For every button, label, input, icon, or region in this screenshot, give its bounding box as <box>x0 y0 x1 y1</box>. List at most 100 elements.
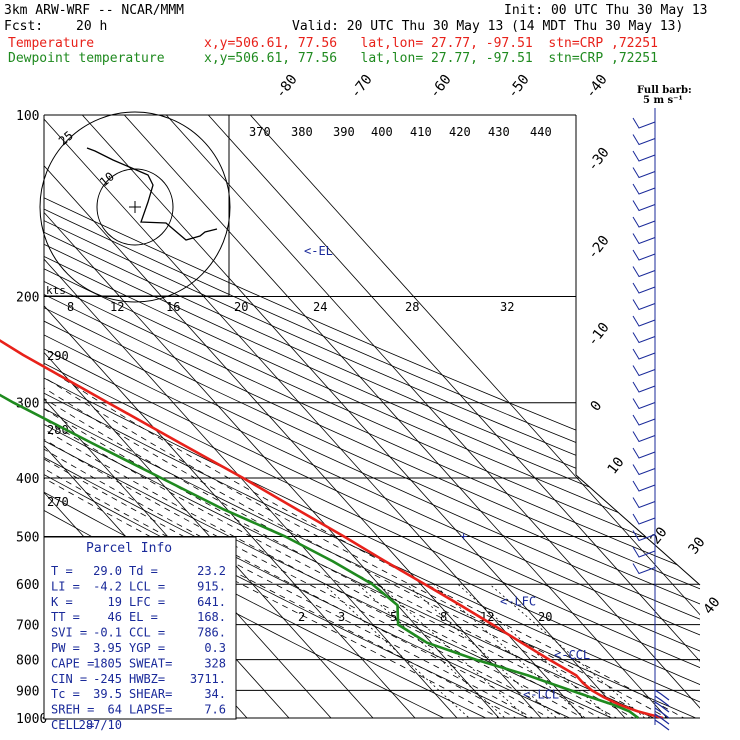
parcel-info-value: SHEAR= <box>129 687 172 701</box>
pressure-label: 1000 <box>16 712 47 727</box>
parcel-info-value: SREH = <box>51 703 94 717</box>
wind-barb-low <box>654 689 670 701</box>
parcel-info-title: Parcel Info <box>86 541 172 556</box>
wind-barb <box>632 414 656 426</box>
parcel-info-value: 287/10 <box>79 718 122 732</box>
moist-adiabat-line <box>44 296 589 718</box>
dry-adiabat-line <box>44 127 700 718</box>
parcel-marker: + <box>460 529 467 543</box>
legend-temperature: Temperature <box>8 36 95 51</box>
moist-adiabat-line <box>44 296 623 718</box>
wind-barb <box>632 134 656 146</box>
isotherm-label: -50 <box>505 72 533 102</box>
theta-label: 440 <box>530 125 552 139</box>
parcel-info-value: EL = <box>129 610 158 624</box>
moist-adiabat-line <box>44 296 690 718</box>
theta-label: 430 <box>488 125 510 139</box>
mixing-ratio-label: 2 <box>298 610 305 624</box>
pressure-label: 400 <box>16 472 39 487</box>
isotherm-line <box>44 115 511 718</box>
parcel-info-value: 64 <box>108 703 122 717</box>
moist-adiabat-line <box>44 296 572 718</box>
pressure-label: 100 <box>16 109 39 124</box>
wind-barb <box>632 365 656 377</box>
isotherm-label: -70 <box>348 72 376 102</box>
isotherm-label: 0 <box>588 398 606 414</box>
pressure-label: 600 <box>16 578 39 593</box>
hodo-speed-label: 28 <box>405 300 419 314</box>
parcel-info-value: 29.0 <box>93 564 122 578</box>
parcel-info-value: 3.95 <box>93 641 122 655</box>
dry-adiabat-line <box>44 127 700 718</box>
isotherm-line <box>225 115 700 718</box>
parcel-info-value: CIN = <box>51 672 87 686</box>
wind-barb-low <box>654 701 670 713</box>
dry-adiabat-line <box>44 127 684 718</box>
theta-label: 370 <box>249 125 271 139</box>
isotherm-label: -30 <box>585 145 613 175</box>
hodograph-ring <box>39 111 231 303</box>
theta-label: 400 <box>371 125 393 139</box>
parcel-info-value: LFC = <box>129 595 165 609</box>
parcel-info-value: 786. <box>197 626 226 640</box>
parcel-info-frame <box>43 536 237 720</box>
parcel-info-value: YGP = <box>129 641 165 655</box>
dewpoint-location: x,y=506.61, 77.56 lat,lon= 27.77, -97.51… <box>204 51 658 66</box>
dry-adiabat-line <box>44 127 700 718</box>
dry-adiabat-line <box>44 127 598 718</box>
wind-barb <box>632 266 656 278</box>
parcel-info-value: 46 <box>108 610 122 624</box>
dry-adiabat-line <box>44 127 700 718</box>
dry-adiabat-line <box>44 127 700 718</box>
parcel-info-value: CCL = <box>129 626 165 640</box>
wind-barb <box>632 299 656 311</box>
mixing-ratio-label: 3 <box>338 610 345 624</box>
hodo-speed-label: 20 <box>234 300 248 314</box>
parcel-info-value: 19 <box>108 595 122 609</box>
hodo-speed-label: 12 <box>110 300 124 314</box>
parcel-info-value: 641. <box>197 595 226 609</box>
barb-legend-value: 5 m s⁻¹ <box>643 95 683 106</box>
wind-barb <box>632 233 656 245</box>
dry-adiabat-line <box>44 127 700 718</box>
header-fcst-label: Fcst: <box>4 19 44 34</box>
pressure-label: 800 <box>16 654 39 669</box>
header-init: Init: 00 UTC Thu 30 May 13 <box>504 3 708 18</box>
mixing-ratio-line <box>433 583 600 718</box>
level-marker-label: <-LCL <box>523 688 559 702</box>
theta-label: 390 <box>333 125 355 139</box>
parcel-info-value: Tc = <box>51 687 80 701</box>
wind-barb <box>632 530 656 542</box>
mixing-ratio-label: 5 <box>390 610 397 624</box>
wind-barb <box>632 398 656 410</box>
parcel-info-value: PW = <box>51 641 80 655</box>
pressure-label: 700 <box>16 619 39 634</box>
parcel-info-box <box>43 536 237 720</box>
header-model: 3km ARW-WRF -- NCAR/MMM <box>4 3 185 18</box>
theta-left-label: 270 <box>47 495 69 509</box>
hodograph <box>39 111 231 303</box>
parcel-info-value: 3711. <box>190 672 226 686</box>
dry-adiabat-line <box>44 127 700 718</box>
parcel-info-value: T = <box>51 564 73 578</box>
wind-barb <box>632 332 656 344</box>
parcel-info-value: 328 <box>204 656 226 670</box>
hodograph-kts-label: kts <box>46 284 66 297</box>
dry-adiabat-line <box>44 127 700 718</box>
hodo-speed-label: 32 <box>500 300 514 314</box>
dry-adiabat-line <box>44 127 641 718</box>
dewpoint-line <box>0 393 640 720</box>
dry-adiabat-line <box>44 127 700 718</box>
temperature-location: x,y=506.61, 77.56 lat,lon= 27.77, -97.51… <box>204 36 658 51</box>
parcel-info-value: CAPE = <box>51 656 94 670</box>
dry-adiabat-line <box>44 127 700 718</box>
parcel-info-value: 1805 <box>93 656 122 670</box>
wind-barb <box>632 381 656 393</box>
wind-barb <box>632 563 656 575</box>
hodograph-trace <box>86 147 218 241</box>
moist-adiabat-line <box>44 296 656 718</box>
isotherm-line <box>44 115 469 718</box>
isotherm-label: -40 <box>583 72 611 102</box>
wind-barb <box>632 150 656 162</box>
